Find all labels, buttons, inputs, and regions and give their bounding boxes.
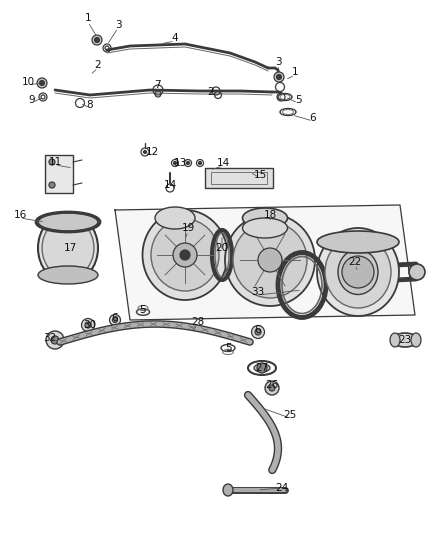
Text: 4: 4 bbox=[172, 33, 178, 43]
Circle shape bbox=[51, 336, 59, 344]
FancyBboxPatch shape bbox=[205, 168, 273, 188]
Ellipse shape bbox=[151, 219, 219, 291]
Ellipse shape bbox=[225, 214, 315, 306]
Circle shape bbox=[274, 72, 284, 82]
Circle shape bbox=[276, 75, 282, 79]
Circle shape bbox=[258, 248, 282, 272]
Circle shape bbox=[180, 250, 190, 260]
Ellipse shape bbox=[155, 207, 195, 229]
Circle shape bbox=[39, 80, 45, 85]
Text: 17: 17 bbox=[64, 243, 77, 253]
Text: 5: 5 bbox=[225, 343, 231, 353]
Text: 2: 2 bbox=[208, 87, 214, 97]
Circle shape bbox=[95, 37, 99, 43]
Ellipse shape bbox=[254, 364, 270, 372]
Text: 1: 1 bbox=[292, 67, 298, 77]
Ellipse shape bbox=[243, 218, 287, 238]
Circle shape bbox=[110, 314, 120, 326]
Text: 14: 14 bbox=[163, 180, 177, 190]
Text: 6: 6 bbox=[112, 313, 118, 323]
Circle shape bbox=[173, 243, 197, 267]
Text: 32: 32 bbox=[43, 333, 57, 343]
Circle shape bbox=[198, 161, 201, 165]
Circle shape bbox=[144, 150, 146, 154]
Ellipse shape bbox=[38, 266, 98, 284]
Text: 3: 3 bbox=[115, 20, 121, 30]
Text: 27: 27 bbox=[255, 363, 268, 373]
Text: 12: 12 bbox=[145, 147, 159, 157]
Text: 19: 19 bbox=[181, 223, 194, 233]
Ellipse shape bbox=[338, 249, 378, 295]
Text: 6: 6 bbox=[310, 113, 316, 123]
Text: 28: 28 bbox=[191, 317, 205, 327]
Text: 5: 5 bbox=[295, 95, 301, 105]
Circle shape bbox=[113, 318, 117, 322]
Text: 24: 24 bbox=[276, 483, 289, 493]
Text: 13: 13 bbox=[173, 158, 187, 168]
Text: 8: 8 bbox=[87, 100, 93, 110]
Text: 26: 26 bbox=[265, 380, 279, 390]
Ellipse shape bbox=[325, 236, 391, 308]
Text: 11: 11 bbox=[48, 157, 62, 167]
Ellipse shape bbox=[243, 208, 287, 228]
Ellipse shape bbox=[390, 333, 400, 347]
Text: 20: 20 bbox=[215, 243, 229, 253]
Circle shape bbox=[37, 78, 47, 88]
Text: 15: 15 bbox=[253, 170, 267, 180]
Ellipse shape bbox=[42, 218, 94, 278]
Text: 1: 1 bbox=[85, 13, 91, 23]
Circle shape bbox=[81, 319, 95, 332]
Text: 33: 33 bbox=[251, 287, 265, 297]
Ellipse shape bbox=[38, 213, 98, 231]
Circle shape bbox=[269, 385, 275, 391]
Circle shape bbox=[257, 363, 267, 373]
Ellipse shape bbox=[38, 213, 98, 283]
Ellipse shape bbox=[409, 264, 425, 280]
Text: 3: 3 bbox=[275, 57, 281, 67]
Text: 5: 5 bbox=[140, 305, 146, 315]
Circle shape bbox=[92, 35, 102, 45]
Text: 16: 16 bbox=[14, 210, 27, 220]
Text: 23: 23 bbox=[399, 335, 412, 345]
Text: 18: 18 bbox=[263, 210, 277, 220]
Polygon shape bbox=[115, 205, 415, 320]
Ellipse shape bbox=[317, 231, 399, 253]
Text: 6: 6 bbox=[254, 325, 261, 335]
Circle shape bbox=[255, 329, 261, 335]
Circle shape bbox=[187, 161, 190, 165]
Circle shape bbox=[251, 326, 265, 338]
Text: 7: 7 bbox=[154, 80, 160, 90]
Circle shape bbox=[49, 182, 55, 188]
FancyBboxPatch shape bbox=[45, 155, 73, 193]
Circle shape bbox=[265, 381, 279, 395]
Text: 14: 14 bbox=[216, 158, 230, 168]
Ellipse shape bbox=[142, 210, 227, 300]
Text: 10: 10 bbox=[21, 77, 35, 87]
Circle shape bbox=[342, 256, 374, 288]
Circle shape bbox=[173, 161, 177, 165]
Circle shape bbox=[85, 322, 91, 328]
Text: 25: 25 bbox=[283, 410, 297, 420]
Text: 9: 9 bbox=[28, 95, 35, 105]
Ellipse shape bbox=[233, 222, 307, 298]
Ellipse shape bbox=[317, 228, 399, 316]
Circle shape bbox=[49, 159, 55, 165]
Ellipse shape bbox=[411, 333, 421, 347]
Ellipse shape bbox=[392, 333, 418, 347]
Text: 2: 2 bbox=[95, 60, 101, 70]
Ellipse shape bbox=[223, 484, 233, 496]
Circle shape bbox=[46, 331, 64, 349]
Text: 22: 22 bbox=[348, 257, 362, 267]
Text: 30: 30 bbox=[83, 320, 96, 330]
